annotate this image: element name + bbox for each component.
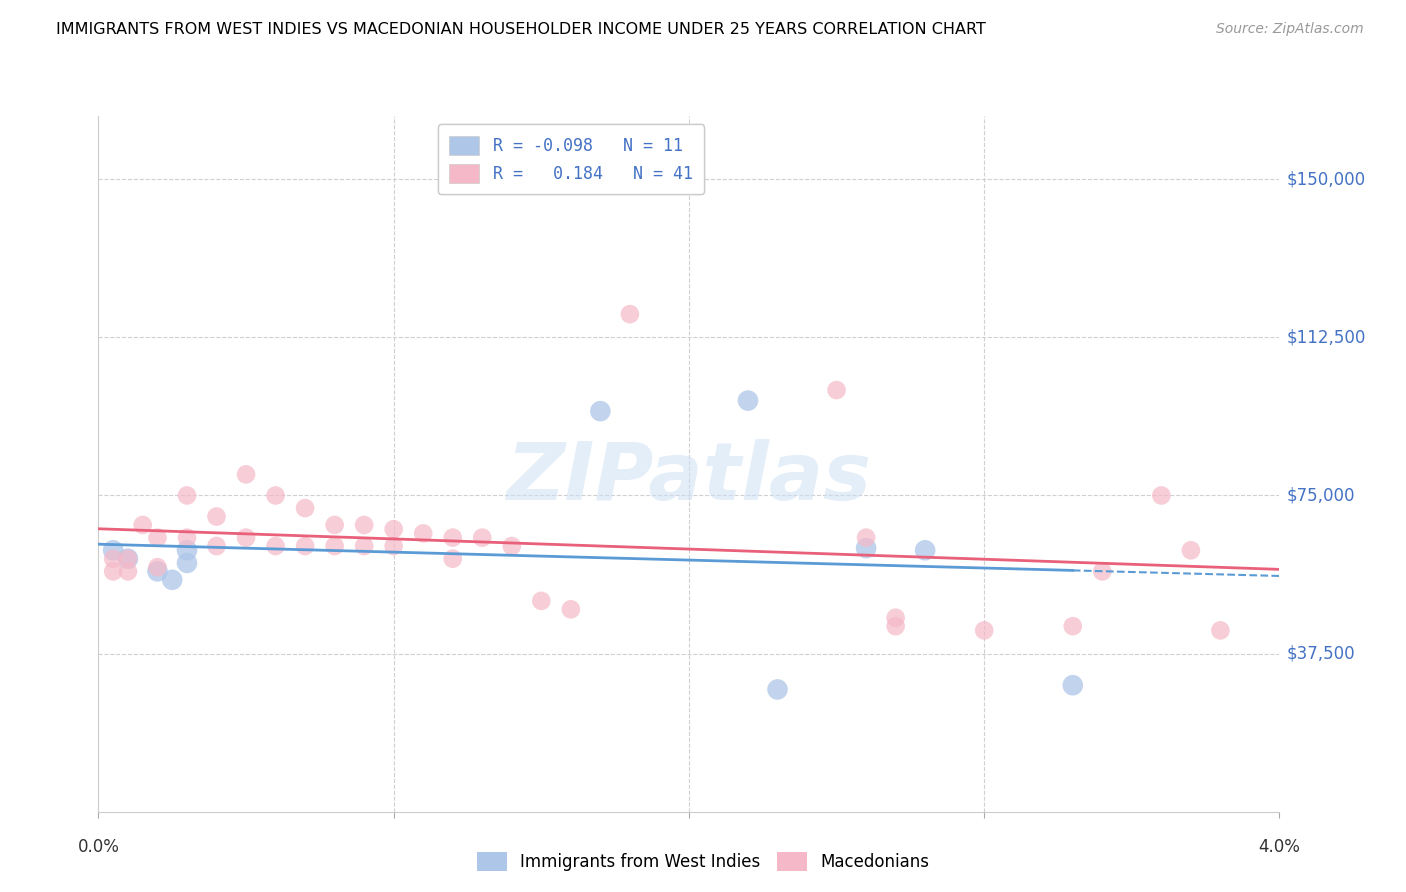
Legend: R = -0.098   N = 11, R =   0.184   N = 41: R = -0.098 N = 11, R = 0.184 N = 41 xyxy=(437,124,704,194)
Point xyxy=(855,531,877,545)
Point xyxy=(560,602,582,616)
Point xyxy=(382,539,405,553)
Text: $75,000: $75,000 xyxy=(1286,486,1355,505)
Point xyxy=(589,404,612,418)
Point xyxy=(264,488,287,502)
Point xyxy=(530,594,553,608)
Point xyxy=(973,624,995,638)
Point xyxy=(176,488,198,502)
Point xyxy=(1062,619,1084,633)
Text: IMMIGRANTS FROM WEST INDIES VS MACEDONIAN HOUSEHOLDER INCOME UNDER 25 YEARS CORR: IMMIGRANTS FROM WEST INDIES VS MACEDONIA… xyxy=(56,22,986,37)
Point xyxy=(294,501,316,516)
Point xyxy=(884,611,907,625)
Point xyxy=(235,531,257,545)
Point xyxy=(294,539,316,553)
Point xyxy=(146,560,169,574)
Text: 0.0%: 0.0% xyxy=(77,838,120,856)
Point xyxy=(264,539,287,553)
Text: Source: ZipAtlas.com: Source: ZipAtlas.com xyxy=(1216,22,1364,37)
Point xyxy=(501,539,523,553)
Point xyxy=(103,543,124,558)
Point xyxy=(1209,624,1232,638)
Point xyxy=(382,522,405,536)
Point xyxy=(103,551,124,566)
Point xyxy=(766,682,789,697)
Text: $37,500: $37,500 xyxy=(1286,645,1355,663)
Point xyxy=(737,393,759,408)
Point xyxy=(205,539,228,553)
Point xyxy=(117,551,139,566)
Point xyxy=(162,573,183,587)
Point xyxy=(1150,488,1173,502)
Point xyxy=(441,551,464,566)
Text: 4.0%: 4.0% xyxy=(1258,838,1301,856)
Point xyxy=(412,526,434,541)
Point xyxy=(132,518,155,533)
Text: $112,500: $112,500 xyxy=(1286,328,1365,346)
Legend: Immigrants from West Indies, Macedonians: Immigrants from West Indies, Macedonians xyxy=(468,843,938,880)
Point xyxy=(884,619,907,633)
Point xyxy=(117,551,139,566)
Point xyxy=(103,565,124,579)
Point xyxy=(1062,678,1084,692)
Text: ZIPatlas: ZIPatlas xyxy=(506,439,872,516)
Point xyxy=(146,565,169,579)
Point xyxy=(176,556,198,570)
Point xyxy=(825,383,848,397)
Point xyxy=(619,307,641,321)
Point xyxy=(176,543,198,558)
Point xyxy=(471,531,494,545)
Point xyxy=(323,518,346,533)
Point xyxy=(1180,543,1202,558)
Point xyxy=(323,539,346,553)
Point xyxy=(353,518,375,533)
Point xyxy=(353,539,375,553)
Point xyxy=(914,543,936,558)
Point xyxy=(146,531,169,545)
Point xyxy=(205,509,228,524)
Point xyxy=(235,467,257,482)
Point xyxy=(441,531,464,545)
Text: $150,000: $150,000 xyxy=(1286,170,1365,188)
Point xyxy=(1091,565,1114,579)
Point xyxy=(855,541,877,556)
Point xyxy=(176,531,198,545)
Point xyxy=(117,565,139,579)
